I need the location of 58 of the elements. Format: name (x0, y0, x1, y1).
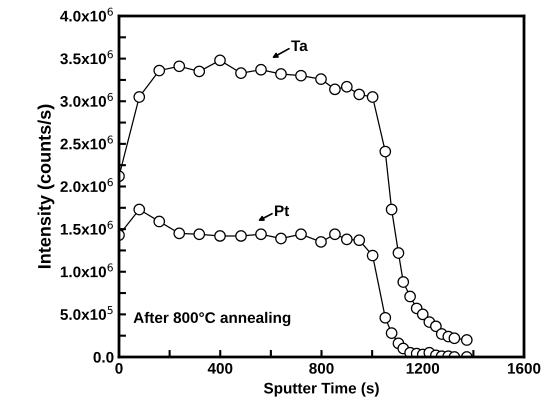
point (386, 327, 398, 339)
point (460, 334, 473, 346)
annotation: After 800°C annealing (134, 312, 290, 326)
y-axis-title: Intensity (counts/s) (38, 104, 54, 268)
point (214, 54, 226, 66)
point (133, 91, 146, 103)
x-tick-label: 800 (309, 362, 334, 374)
x-tick-label: 0 (115, 362, 123, 374)
point (315, 236, 327, 248)
point (295, 228, 307, 240)
point (366, 250, 378, 262)
point (235, 230, 247, 242)
point (193, 228, 206, 240)
point (295, 70, 307, 82)
point (416, 308, 429, 320)
point (340, 80, 353, 93)
point (173, 228, 186, 240)
y-tick-label: 4.0x10$^{6}$ (60, 8, 113, 22)
point (275, 232, 287, 244)
point (153, 216, 166, 228)
point (214, 230, 226, 242)
point (392, 247, 404, 259)
point (255, 64, 267, 76)
point (430, 320, 442, 332)
point (448, 332, 460, 344)
y-tick-label: 3.5x10$^{6}$ (60, 50, 113, 64)
y-tick-label: 2.5x10$^{6}$ (60, 136, 113, 150)
point (133, 204, 146, 216)
point (173, 60, 186, 72)
point (275, 68, 287, 80)
y-tick-label: 2.0x10$^{6}$ (60, 178, 113, 192)
y-tick-label: 5.0x10$^{5}$ (60, 306, 113, 320)
y-tick-label: 0.0 (94, 352, 114, 363)
point (153, 64, 166, 76)
y-tick-label: 3.0x10$^{6}$ (60, 92, 113, 107)
point (193, 66, 206, 78)
point (315, 73, 327, 85)
point (366, 91, 378, 103)
annotation: Pt (275, 205, 290, 216)
point (329, 228, 341, 240)
x-tick-label: 1200 (406, 362, 440, 374)
point (379, 312, 392, 324)
point (404, 290, 416, 302)
point (353, 234, 366, 246)
y-tick-label: 1.0x10$^{6}$ (60, 263, 113, 278)
point (329, 83, 341, 96)
x-axis-title: Sputter Time (s) (264, 382, 379, 397)
point (255, 228, 267, 240)
point (235, 67, 247, 79)
x-tick-label: 400 (208, 362, 232, 374)
point (386, 204, 398, 216)
annotation: Ta (291, 40, 308, 52)
y-tick-label: 1.5x10$^{6}$ (60, 220, 113, 235)
point (340, 234, 353, 246)
point (397, 276, 410, 288)
point (353, 88, 366, 100)
x-tick-label: 1600 (508, 362, 540, 374)
point (379, 146, 392, 158)
